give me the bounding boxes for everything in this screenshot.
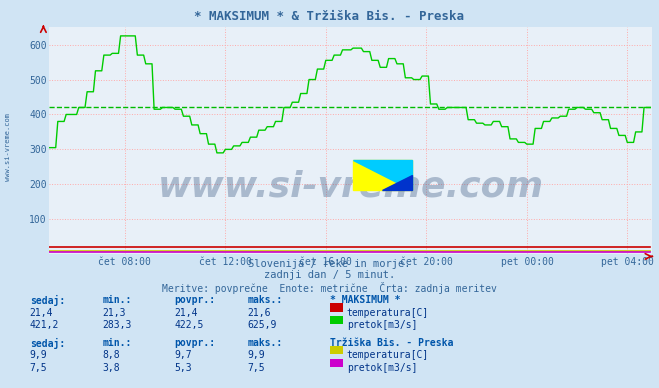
Text: 9,9: 9,9 <box>247 350 265 360</box>
Text: 421,2: 421,2 <box>30 320 59 331</box>
Text: min.:: min.: <box>102 338 132 348</box>
Text: 7,5: 7,5 <box>247 363 265 373</box>
Text: 9,7: 9,7 <box>175 350 192 360</box>
Text: povpr.:: povpr.: <box>175 295 215 305</box>
Text: sedaj:: sedaj: <box>30 338 65 348</box>
Bar <box>353 160 412 190</box>
Text: * MAKSIMUM * & Tržiška Bis. - Preska: * MAKSIMUM * & Tržiška Bis. - Preska <box>194 10 465 23</box>
Polygon shape <box>382 175 412 190</box>
Text: 21,4: 21,4 <box>30 308 53 318</box>
Text: Meritve: povprečne  Enote: metrične  Črta: zadnja meritev: Meritve: povprečne Enote: metrične Črta:… <box>162 282 497 294</box>
Text: temperatura[C]: temperatura[C] <box>347 350 429 360</box>
Text: 7,5: 7,5 <box>30 363 47 373</box>
Text: 422,5: 422,5 <box>175 320 204 331</box>
Text: 9,9: 9,9 <box>30 350 47 360</box>
Text: 283,3: 283,3 <box>102 320 132 331</box>
Text: maks.:: maks.: <box>247 338 282 348</box>
Polygon shape <box>353 160 412 190</box>
Text: temperatura[C]: temperatura[C] <box>347 308 429 318</box>
Text: maks.:: maks.: <box>247 295 282 305</box>
Text: www.si-vreme.com: www.si-vreme.com <box>5 113 11 182</box>
Text: min.:: min.: <box>102 295 132 305</box>
Text: pretok[m3/s]: pretok[m3/s] <box>347 363 417 373</box>
Text: 21,3: 21,3 <box>102 308 126 318</box>
Text: Slovenija / reke in morje.: Slovenija / reke in morje. <box>248 259 411 269</box>
Text: 5,3: 5,3 <box>175 363 192 373</box>
Text: 21,4: 21,4 <box>175 308 198 318</box>
Text: 3,8: 3,8 <box>102 363 120 373</box>
Text: sedaj:: sedaj: <box>30 295 65 306</box>
Text: 21,6: 21,6 <box>247 308 271 318</box>
Text: 8,8: 8,8 <box>102 350 120 360</box>
Text: pretok[m3/s]: pretok[m3/s] <box>347 320 417 331</box>
Text: www.si-vreme.com: www.si-vreme.com <box>158 169 544 203</box>
Text: 625,9: 625,9 <box>247 320 277 331</box>
Text: povpr.:: povpr.: <box>175 338 215 348</box>
Text: Tržiška Bis. - Preska: Tržiška Bis. - Preska <box>330 338 453 348</box>
Text: * MAKSIMUM *: * MAKSIMUM * <box>330 295 400 305</box>
Text: zadnji dan / 5 minut.: zadnji dan / 5 minut. <box>264 270 395 281</box>
